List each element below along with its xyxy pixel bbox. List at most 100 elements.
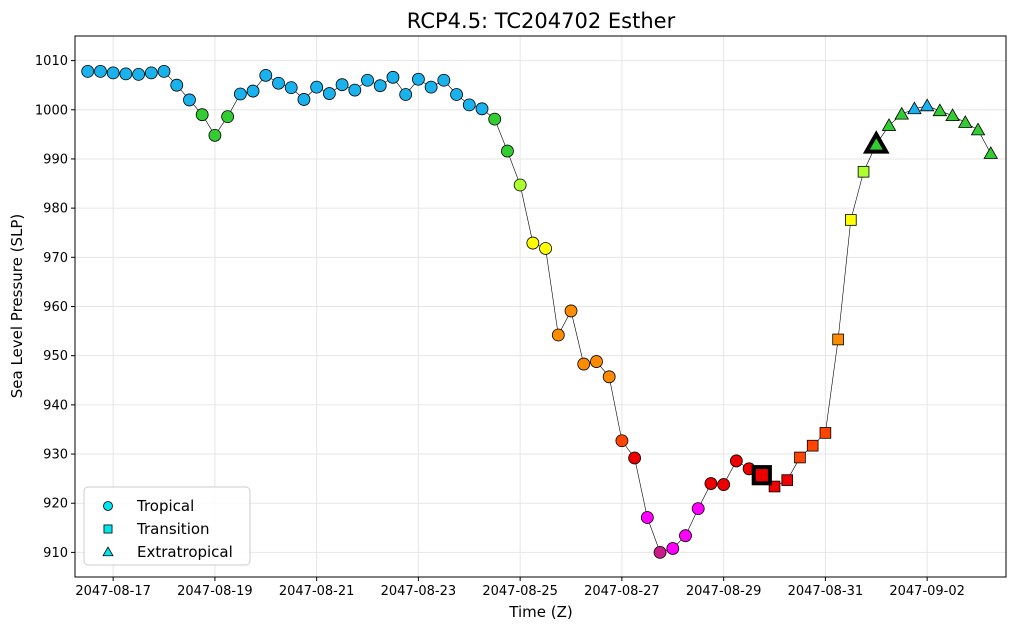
- data-point: [945, 108, 960, 122]
- highlight-marker: [751, 465, 772, 486]
- data-point: [94, 65, 107, 78]
- data-point: [361, 73, 374, 87]
- data-point: [781, 474, 794, 486]
- data-point: [819, 427, 832, 439]
- data-point: [233, 87, 247, 101]
- data-point: [373, 79, 387, 93]
- data-point: [424, 80, 438, 94]
- data-point: [501, 144, 514, 158]
- data-point: [81, 65, 95, 78]
- chart-title: RCP4.5: TC204702 Esther: [407, 9, 676, 33]
- data-point: [412, 72, 425, 86]
- x-axis-label: Time (Z): [508, 603, 572, 621]
- data-point: [348, 83, 362, 97]
- y-tick-label: 1000: [35, 103, 68, 118]
- data-point: [717, 478, 731, 491]
- data-point: [488, 112, 502, 126]
- data-point: [526, 236, 540, 250]
- data-point: [195, 108, 209, 122]
- data-point: [513, 178, 527, 192]
- legend: Tropical Transition Extratropical: [83, 486, 251, 566]
- data-point: [729, 454, 743, 468]
- x-tick-label: 2047-08-31: [788, 584, 864, 599]
- data-point: [437, 73, 451, 87]
- legend-box: [83, 486, 251, 566]
- data-point: [907, 101, 922, 115]
- data-point: [857, 165, 870, 178]
- data-point: [653, 546, 667, 559]
- data-point: [335, 78, 349, 92]
- data-point: [450, 88, 463, 101]
- data-point: [958, 115, 973, 128]
- data-point: [983, 146, 999, 159]
- data-point: [399, 88, 413, 101]
- legend-label: Extratropical: [137, 543, 233, 561]
- data-point: [221, 110, 235, 124]
- y-axis-label: Sea Level Pressure (SLP): [8, 214, 26, 399]
- data-point: [170, 78, 184, 92]
- legend-label: Transition: [136, 520, 210, 538]
- data-point: [919, 98, 935, 112]
- y-tick-label: 980: [43, 202, 68, 217]
- data-point: [322, 87, 336, 100]
- data-point: [208, 128, 222, 142]
- data-point: [806, 439, 819, 452]
- y-axis-ticks: 910 920 930 940 950 960 970 980 990 1000 1010: [35, 54, 75, 561]
- data-point: [640, 511, 654, 524]
- legend-marker: [103, 501, 113, 511]
- data-point: [539, 242, 552, 255]
- data-point: [106, 66, 120, 80]
- data-point: [577, 357, 591, 371]
- data-point: [310, 80, 324, 94]
- x-tick-label: 2047-08-19: [177, 584, 253, 599]
- data-point: [462, 98, 476, 112]
- x-axis-ticks: 2047-08-17 2047-08-19 2047-08-21 2047-08-23…: [75, 577, 965, 599]
- y-tick-label: 990: [43, 152, 68, 167]
- data-point: [551, 328, 565, 342]
- grid-lines: [75, 36, 1006, 577]
- data-point: [284, 81, 298, 95]
- data-point: [564, 304, 578, 318]
- data-point: [246, 84, 260, 98]
- data-point: [881, 118, 897, 131]
- data-point: [691, 502, 705, 516]
- y-tick-label: 970: [43, 251, 68, 266]
- data-point: [832, 333, 844, 346]
- data-points: [81, 65, 999, 559]
- data-point: [183, 93, 196, 107]
- data-point: [475, 102, 489, 116]
- data-point: [386, 70, 400, 84]
- data-point: [768, 480, 781, 493]
- y-tick-label: 930: [43, 448, 68, 463]
- y-tick-label: 920: [43, 497, 68, 512]
- legend-marker: [103, 524, 113, 534]
- x-tick-label: 2047-08-21: [279, 584, 355, 599]
- y-tick-label: 940: [43, 398, 68, 413]
- highlight-marker: [862, 130, 890, 154]
- data-point: [602, 370, 616, 384]
- data-point: [259, 68, 273, 82]
- x-tick-label: 2047-08-25: [482, 584, 558, 599]
- data-point: [794, 451, 806, 464]
- x-tick-label: 2047-08-23: [381, 584, 457, 599]
- data-point: [679, 529, 692, 543]
- x-tick-label: 2047-08-29: [686, 584, 762, 599]
- data-point: [666, 542, 680, 555]
- y-tick-label: 950: [43, 349, 68, 364]
- data-point: [615, 434, 629, 448]
- data-point: [132, 67, 145, 81]
- data-point: [297, 93, 311, 106]
- data-point: [704, 477, 718, 490]
- data-point: [119, 67, 133, 81]
- legend-label: Tropical: [136, 497, 194, 515]
- y-tick-label: 910: [43, 546, 68, 561]
- y-tick-label: 960: [43, 300, 68, 315]
- data-point: [590, 355, 603, 368]
- legend-marker: [102, 546, 114, 557]
- data-point: [970, 122, 986, 136]
- data-point: [932, 103, 948, 117]
- data-point: [628, 451, 642, 465]
- data-point: [894, 106, 909, 120]
- data-point: [144, 66, 158, 80]
